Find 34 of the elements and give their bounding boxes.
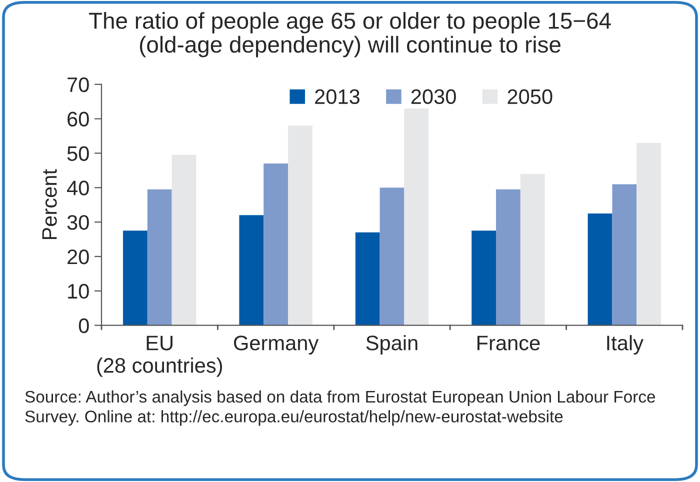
bar: [472, 230, 496, 326]
y-tick-label: 50: [67, 146, 89, 161]
bar: [122, 230, 148, 326]
bar: [172, 154, 196, 326]
bar: [404, 108, 429, 326]
y-tick-label: 20: [68, 249, 89, 264]
x-tick-label: Italy: [607, 335, 644, 354]
y-tick-label: 10: [68, 284, 89, 299]
bar: [520, 174, 545, 326]
chart-title: The ratio of people age 65 or older to people 15−64 (old-age dependency) will continue to rise: [89, 12, 611, 58]
legend-label: 2050: [508, 89, 552, 104]
x-tick-label: EU (28 countries): [97, 336, 222, 377]
legend-label: 2013: [315, 89, 360, 104]
bar: [355, 232, 380, 326]
bar: [147, 189, 172, 326]
y-tick-label: 70: [68, 77, 89, 92]
bar: [636, 142, 662, 326]
bar: [288, 126, 312, 326]
source-note: Source: Author’s analysis based on data from Eurostat European Union Labour Force Survey. Online at: http://ec.europa.eu/eurostat/help/new-eurostat-website: [25, 390, 656, 426]
x-tick-label: France: [477, 336, 540, 350]
bar: [496, 189, 520, 326]
x-tick-label: Germany: [234, 336, 319, 354]
y-tick-label: 0: [78, 318, 89, 334]
y-tick-label: 40: [67, 180, 89, 196]
bar: [380, 188, 404, 326]
y-tick-label: 30: [67, 215, 89, 230]
bar: [612, 184, 637, 326]
bar: [264, 164, 288, 326]
y-axis-title: Percent: [42, 169, 57, 240]
y-tick-label: 60: [68, 112, 89, 127]
bar: [588, 213, 612, 326]
bar: [239, 215, 264, 326]
x-tick-label: Spain: [366, 335, 418, 354]
legend-label: 2030: [411, 89, 456, 104]
